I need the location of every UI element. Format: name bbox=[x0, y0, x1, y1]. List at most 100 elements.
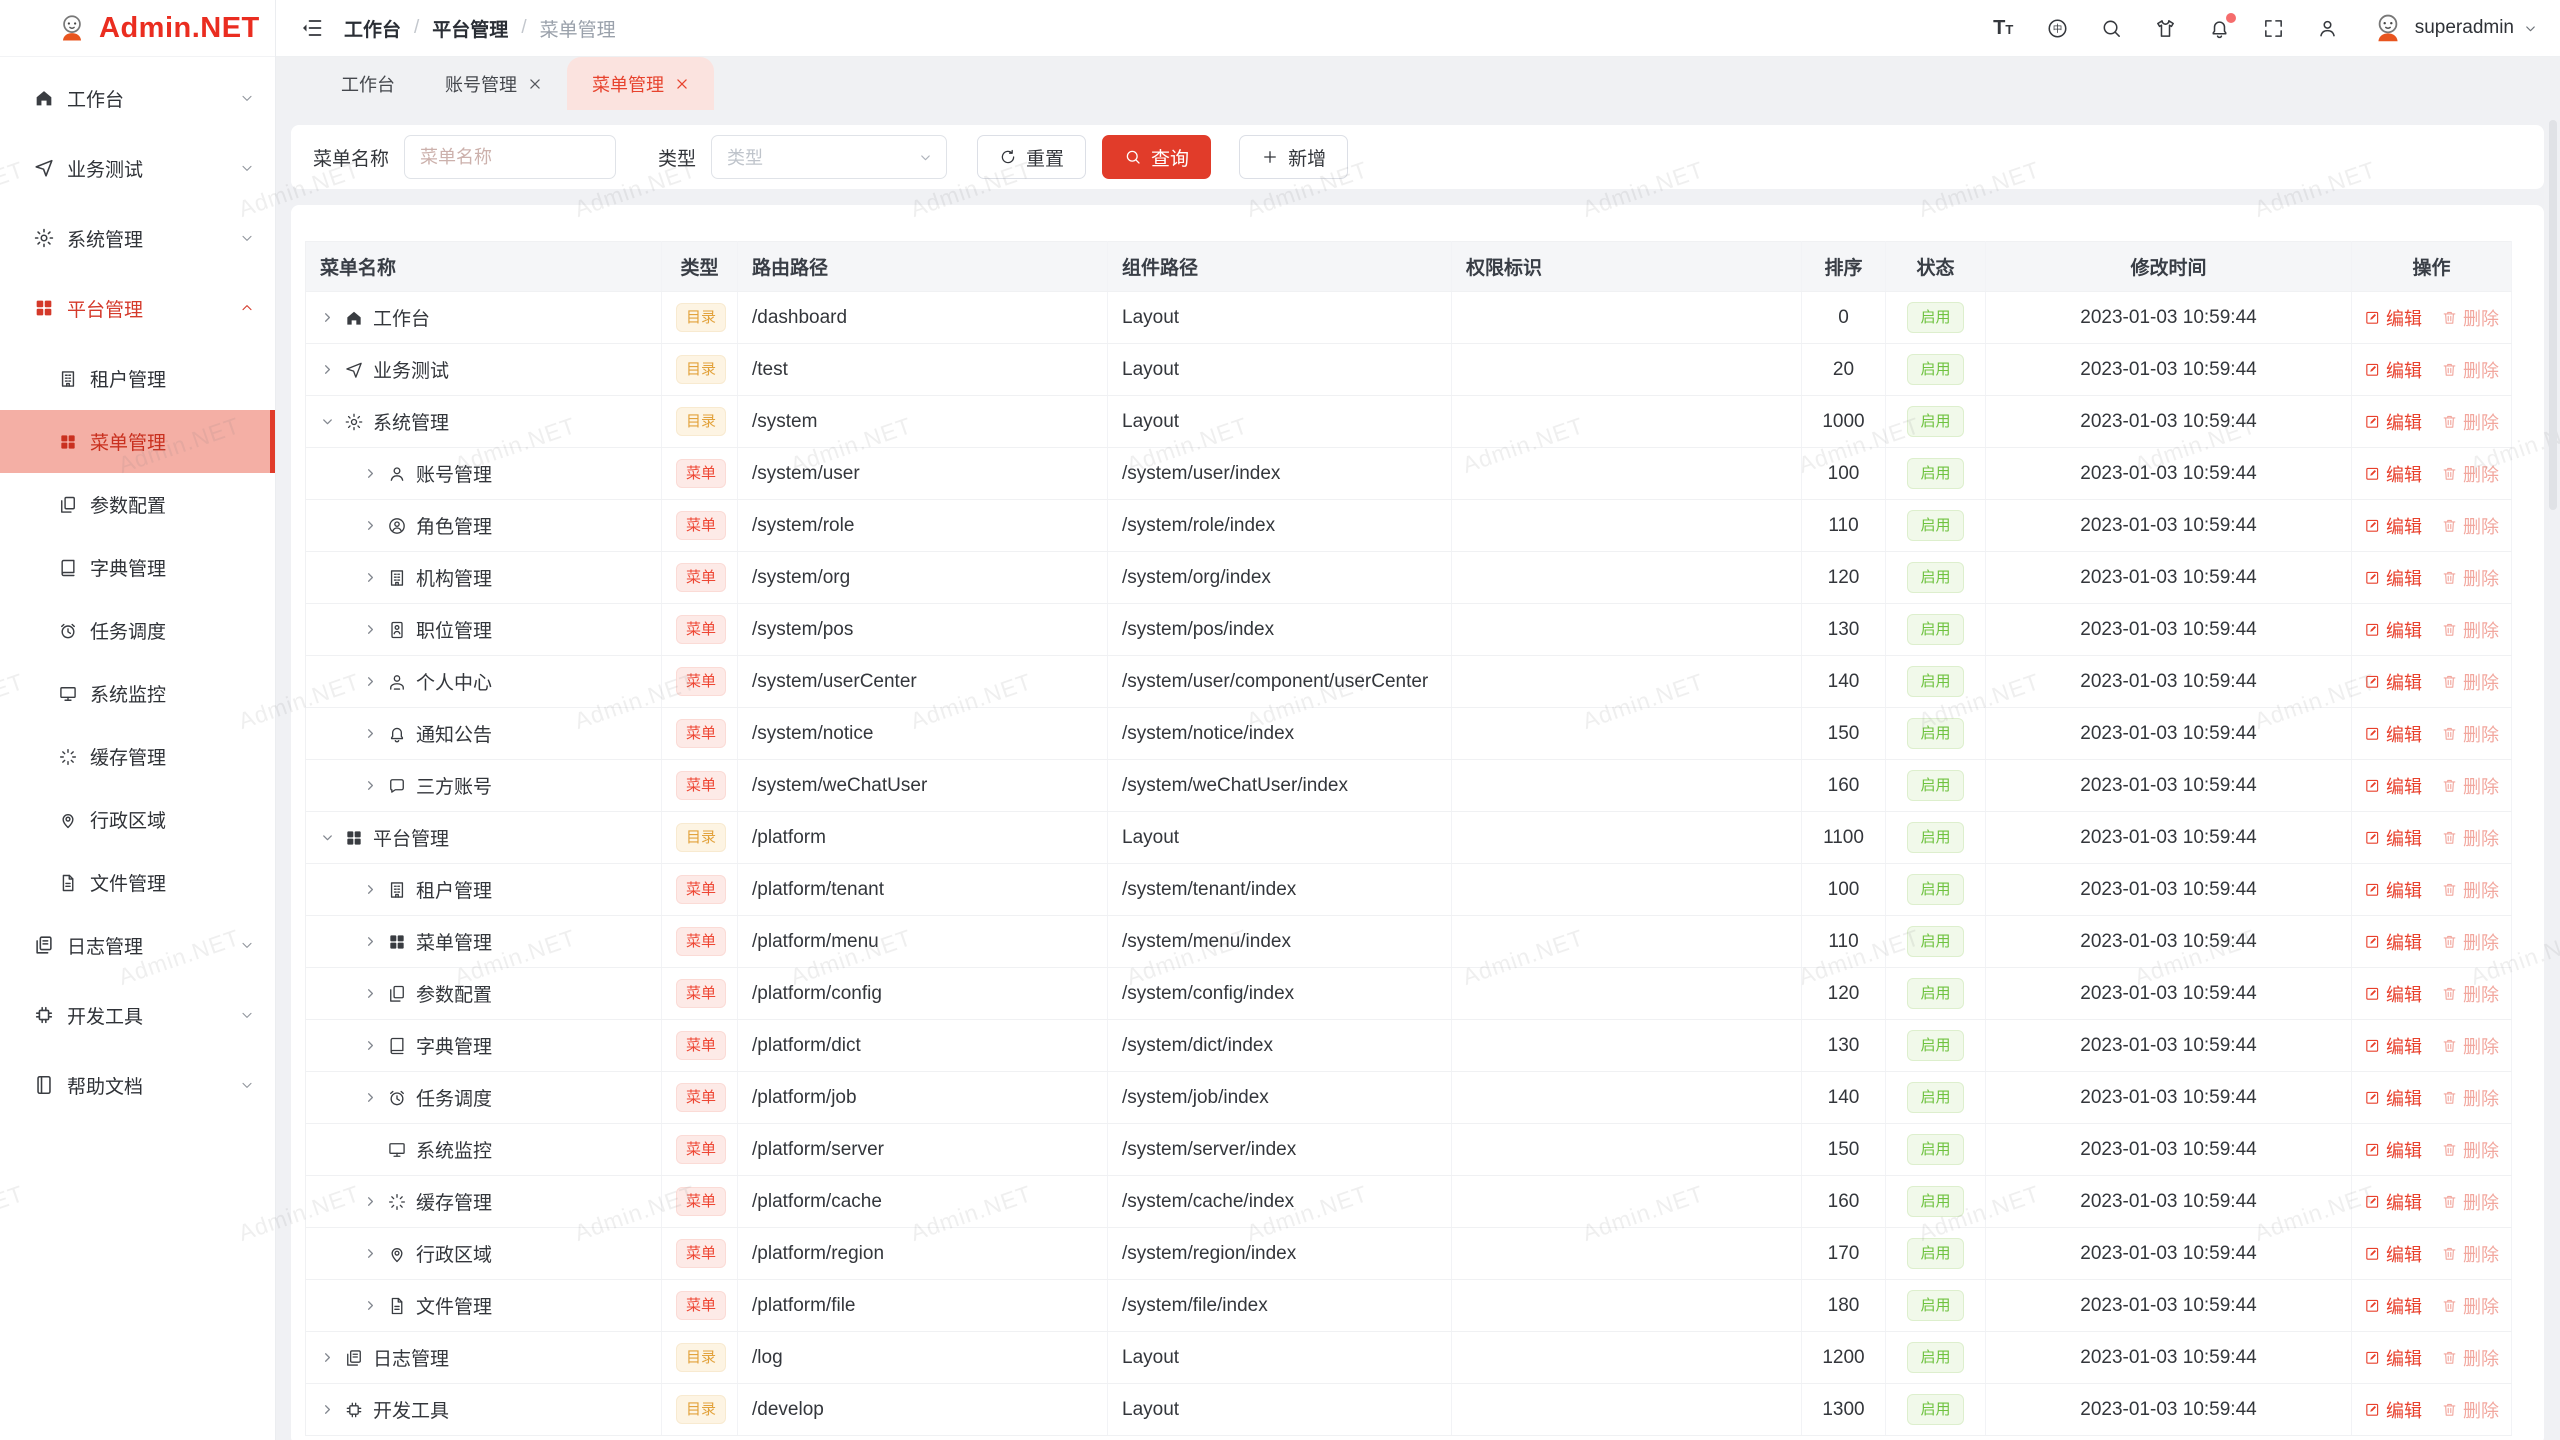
edit-button[interactable]: 编辑 bbox=[2364, 1137, 2422, 1163]
chevron-right-icon[interactable] bbox=[363, 934, 378, 949]
edit-button[interactable]: 编辑 bbox=[2364, 825, 2422, 851]
delete-button[interactable]: 删除 bbox=[2441, 565, 2499, 591]
delete-button[interactable]: 删除 bbox=[2441, 1085, 2499, 1111]
breadcrumb-item[interactable]: 平台管理 bbox=[432, 19, 509, 41]
profile-icon[interactable] bbox=[2316, 17, 2339, 40]
delete-button[interactable]: 删除 bbox=[2441, 773, 2499, 799]
chevron-down-icon[interactable] bbox=[320, 830, 335, 845]
chevron-right-icon[interactable] bbox=[363, 778, 378, 793]
sidebar-item-工作台[interactable]: 工作台 bbox=[0, 67, 275, 129]
theme-icon[interactable] bbox=[2154, 17, 2177, 40]
sidebar-subitem-字典管理[interactable]: 字典管理 bbox=[0, 536, 275, 599]
edit-button[interactable]: 编辑 bbox=[2364, 1033, 2422, 1059]
chevron-right-icon[interactable] bbox=[320, 310, 335, 325]
chevron-right-icon[interactable] bbox=[320, 1402, 335, 1417]
tab-菜单管理[interactable]: 菜单管理 bbox=[567, 57, 714, 110]
delete-button[interactable]: 删除 bbox=[2441, 513, 2499, 539]
edit-button[interactable]: 编辑 bbox=[2364, 1345, 2422, 1371]
edit-button[interactable]: 编辑 bbox=[2364, 357, 2422, 383]
locale-icon[interactable]: 中 bbox=[2046, 17, 2069, 40]
chevron-right-icon[interactable] bbox=[363, 1038, 378, 1053]
edit-button[interactable]: 编辑 bbox=[2364, 721, 2422, 747]
delete-button[interactable]: 删除 bbox=[2441, 1033, 2499, 1059]
delete-button[interactable]: 删除 bbox=[2441, 305, 2499, 331]
edit-button[interactable]: 编辑 bbox=[2364, 669, 2422, 695]
edit-button[interactable]: 编辑 bbox=[2364, 1241, 2422, 1267]
menu-fold-icon[interactable] bbox=[300, 16, 324, 40]
sidebar-subitem-文件管理[interactable]: 文件管理 bbox=[0, 851, 275, 914]
delete-button[interactable]: 删除 bbox=[2441, 1241, 2499, 1267]
delete-button[interactable]: 删除 bbox=[2441, 1293, 2499, 1319]
chevron-down-icon[interactable] bbox=[320, 414, 335, 429]
chevron-right-icon[interactable] bbox=[363, 726, 378, 741]
edit-button[interactable]: 编辑 bbox=[2364, 1397, 2422, 1423]
sidebar-subitem-任务调度[interactable]: 任务调度 bbox=[0, 599, 275, 662]
sidebar-item-开发工具[interactable]: 开发工具 bbox=[0, 984, 275, 1046]
delete-button[interactable]: 删除 bbox=[2441, 981, 2499, 1007]
fullscreen-icon[interactable] bbox=[2262, 17, 2285, 40]
add-button[interactable]: 新增 bbox=[1239, 135, 1349, 179]
edit-button[interactable]: 编辑 bbox=[2364, 409, 2422, 435]
chevron-right-icon[interactable] bbox=[363, 570, 378, 585]
sidebar-subitem-菜单管理[interactable]: 菜单管理 bbox=[0, 410, 275, 473]
chevron-right-icon[interactable] bbox=[363, 986, 378, 1001]
tab-工作台[interactable]: 工作台 bbox=[316, 57, 420, 110]
edit-button[interactable]: 编辑 bbox=[2364, 565, 2422, 591]
delete-button[interactable]: 删除 bbox=[2441, 357, 2499, 383]
menu-name-input[interactable] bbox=[404, 135, 617, 179]
window-scrollbar[interactable] bbox=[2549, 120, 2557, 510]
sidebar-item-帮助文档[interactable]: 帮助文档 bbox=[0, 1054, 275, 1116]
edit-button[interactable]: 编辑 bbox=[2364, 617, 2422, 643]
sidebar-item-平台管理[interactable]: 平台管理 bbox=[0, 277, 275, 339]
chevron-right-icon[interactable] bbox=[363, 1194, 378, 1209]
edit-button[interactable]: 编辑 bbox=[2364, 513, 2422, 539]
delete-button[interactable]: 删除 bbox=[2441, 1345, 2499, 1371]
delete-button[interactable]: 删除 bbox=[2441, 721, 2499, 747]
notification-bell-icon[interactable] bbox=[2208, 12, 2236, 40]
delete-button[interactable]: 删除 bbox=[2441, 617, 2499, 643]
sidebar-item-日志管理[interactable]: 日志管理 bbox=[0, 914, 275, 976]
delete-button[interactable]: 删除 bbox=[2441, 1137, 2499, 1163]
edit-button[interactable]: 编辑 bbox=[2364, 461, 2422, 487]
delete-button[interactable]: 删除 bbox=[2441, 669, 2499, 695]
chevron-right-icon[interactable] bbox=[363, 1090, 378, 1105]
edit-button[interactable]: 编辑 bbox=[2364, 877, 2422, 903]
user-menu[interactable]: superadmin bbox=[2369, 10, 2538, 46]
delete-button[interactable]: 删除 bbox=[2441, 409, 2499, 435]
tab-账号管理[interactable]: 账号管理 bbox=[420, 57, 567, 110]
delete-button[interactable]: 删除 bbox=[2441, 461, 2499, 487]
type-select[interactable]: 类型 bbox=[711, 135, 948, 179]
chevron-right-icon[interactable] bbox=[363, 674, 378, 689]
reset-button[interactable]: 重置 bbox=[977, 135, 1087, 179]
app-logo[interactable]: Admin.NET bbox=[0, 0, 275, 57]
sidebar-subitem-行政区域[interactable]: 行政区域 bbox=[0, 788, 275, 851]
chevron-right-icon[interactable] bbox=[363, 622, 378, 637]
chevron-right-icon[interactable] bbox=[363, 882, 378, 897]
sidebar-item-系统管理[interactable]: 系统管理 bbox=[0, 207, 275, 269]
edit-button[interactable]: 编辑 bbox=[2364, 773, 2422, 799]
delete-button[interactable]: 删除 bbox=[2441, 1397, 2499, 1423]
query-button[interactable]: 查询 bbox=[1102, 135, 1212, 179]
sidebar-subitem-参数配置[interactable]: 参数配置 bbox=[0, 473, 275, 536]
edit-button[interactable]: 编辑 bbox=[2364, 1189, 2422, 1215]
font-size-icon[interactable]: TT bbox=[1993, 16, 2014, 39]
sidebar-subitem-租户管理[interactable]: 租户管理 bbox=[0, 347, 275, 410]
search-icon[interactable] bbox=[2100, 17, 2123, 40]
chevron-right-icon[interactable] bbox=[363, 1246, 378, 1261]
chevron-right-icon[interactable] bbox=[320, 1350, 335, 1365]
delete-button[interactable]: 删除 bbox=[2441, 877, 2499, 903]
edit-button[interactable]: 编辑 bbox=[2364, 305, 2422, 331]
delete-button[interactable]: 删除 bbox=[2441, 825, 2499, 851]
breadcrumb-item[interactable]: 工作台 bbox=[344, 19, 402, 41]
chevron-right-icon[interactable] bbox=[363, 1298, 378, 1313]
sidebar-subitem-缓存管理[interactable]: 缓存管理 bbox=[0, 725, 275, 788]
close-icon[interactable] bbox=[675, 77, 689, 91]
delete-button[interactable]: 删除 bbox=[2441, 1189, 2499, 1215]
delete-button[interactable]: 删除 bbox=[2441, 929, 2499, 955]
chevron-right-icon[interactable] bbox=[363, 466, 378, 481]
chevron-right-icon[interactable] bbox=[320, 362, 335, 377]
edit-button[interactable]: 编辑 bbox=[2364, 929, 2422, 955]
edit-button[interactable]: 编辑 bbox=[2364, 981, 2422, 1007]
edit-button[interactable]: 编辑 bbox=[2364, 1293, 2422, 1319]
sidebar-subitem-系统监控[interactable]: 系统监控 bbox=[0, 662, 275, 725]
